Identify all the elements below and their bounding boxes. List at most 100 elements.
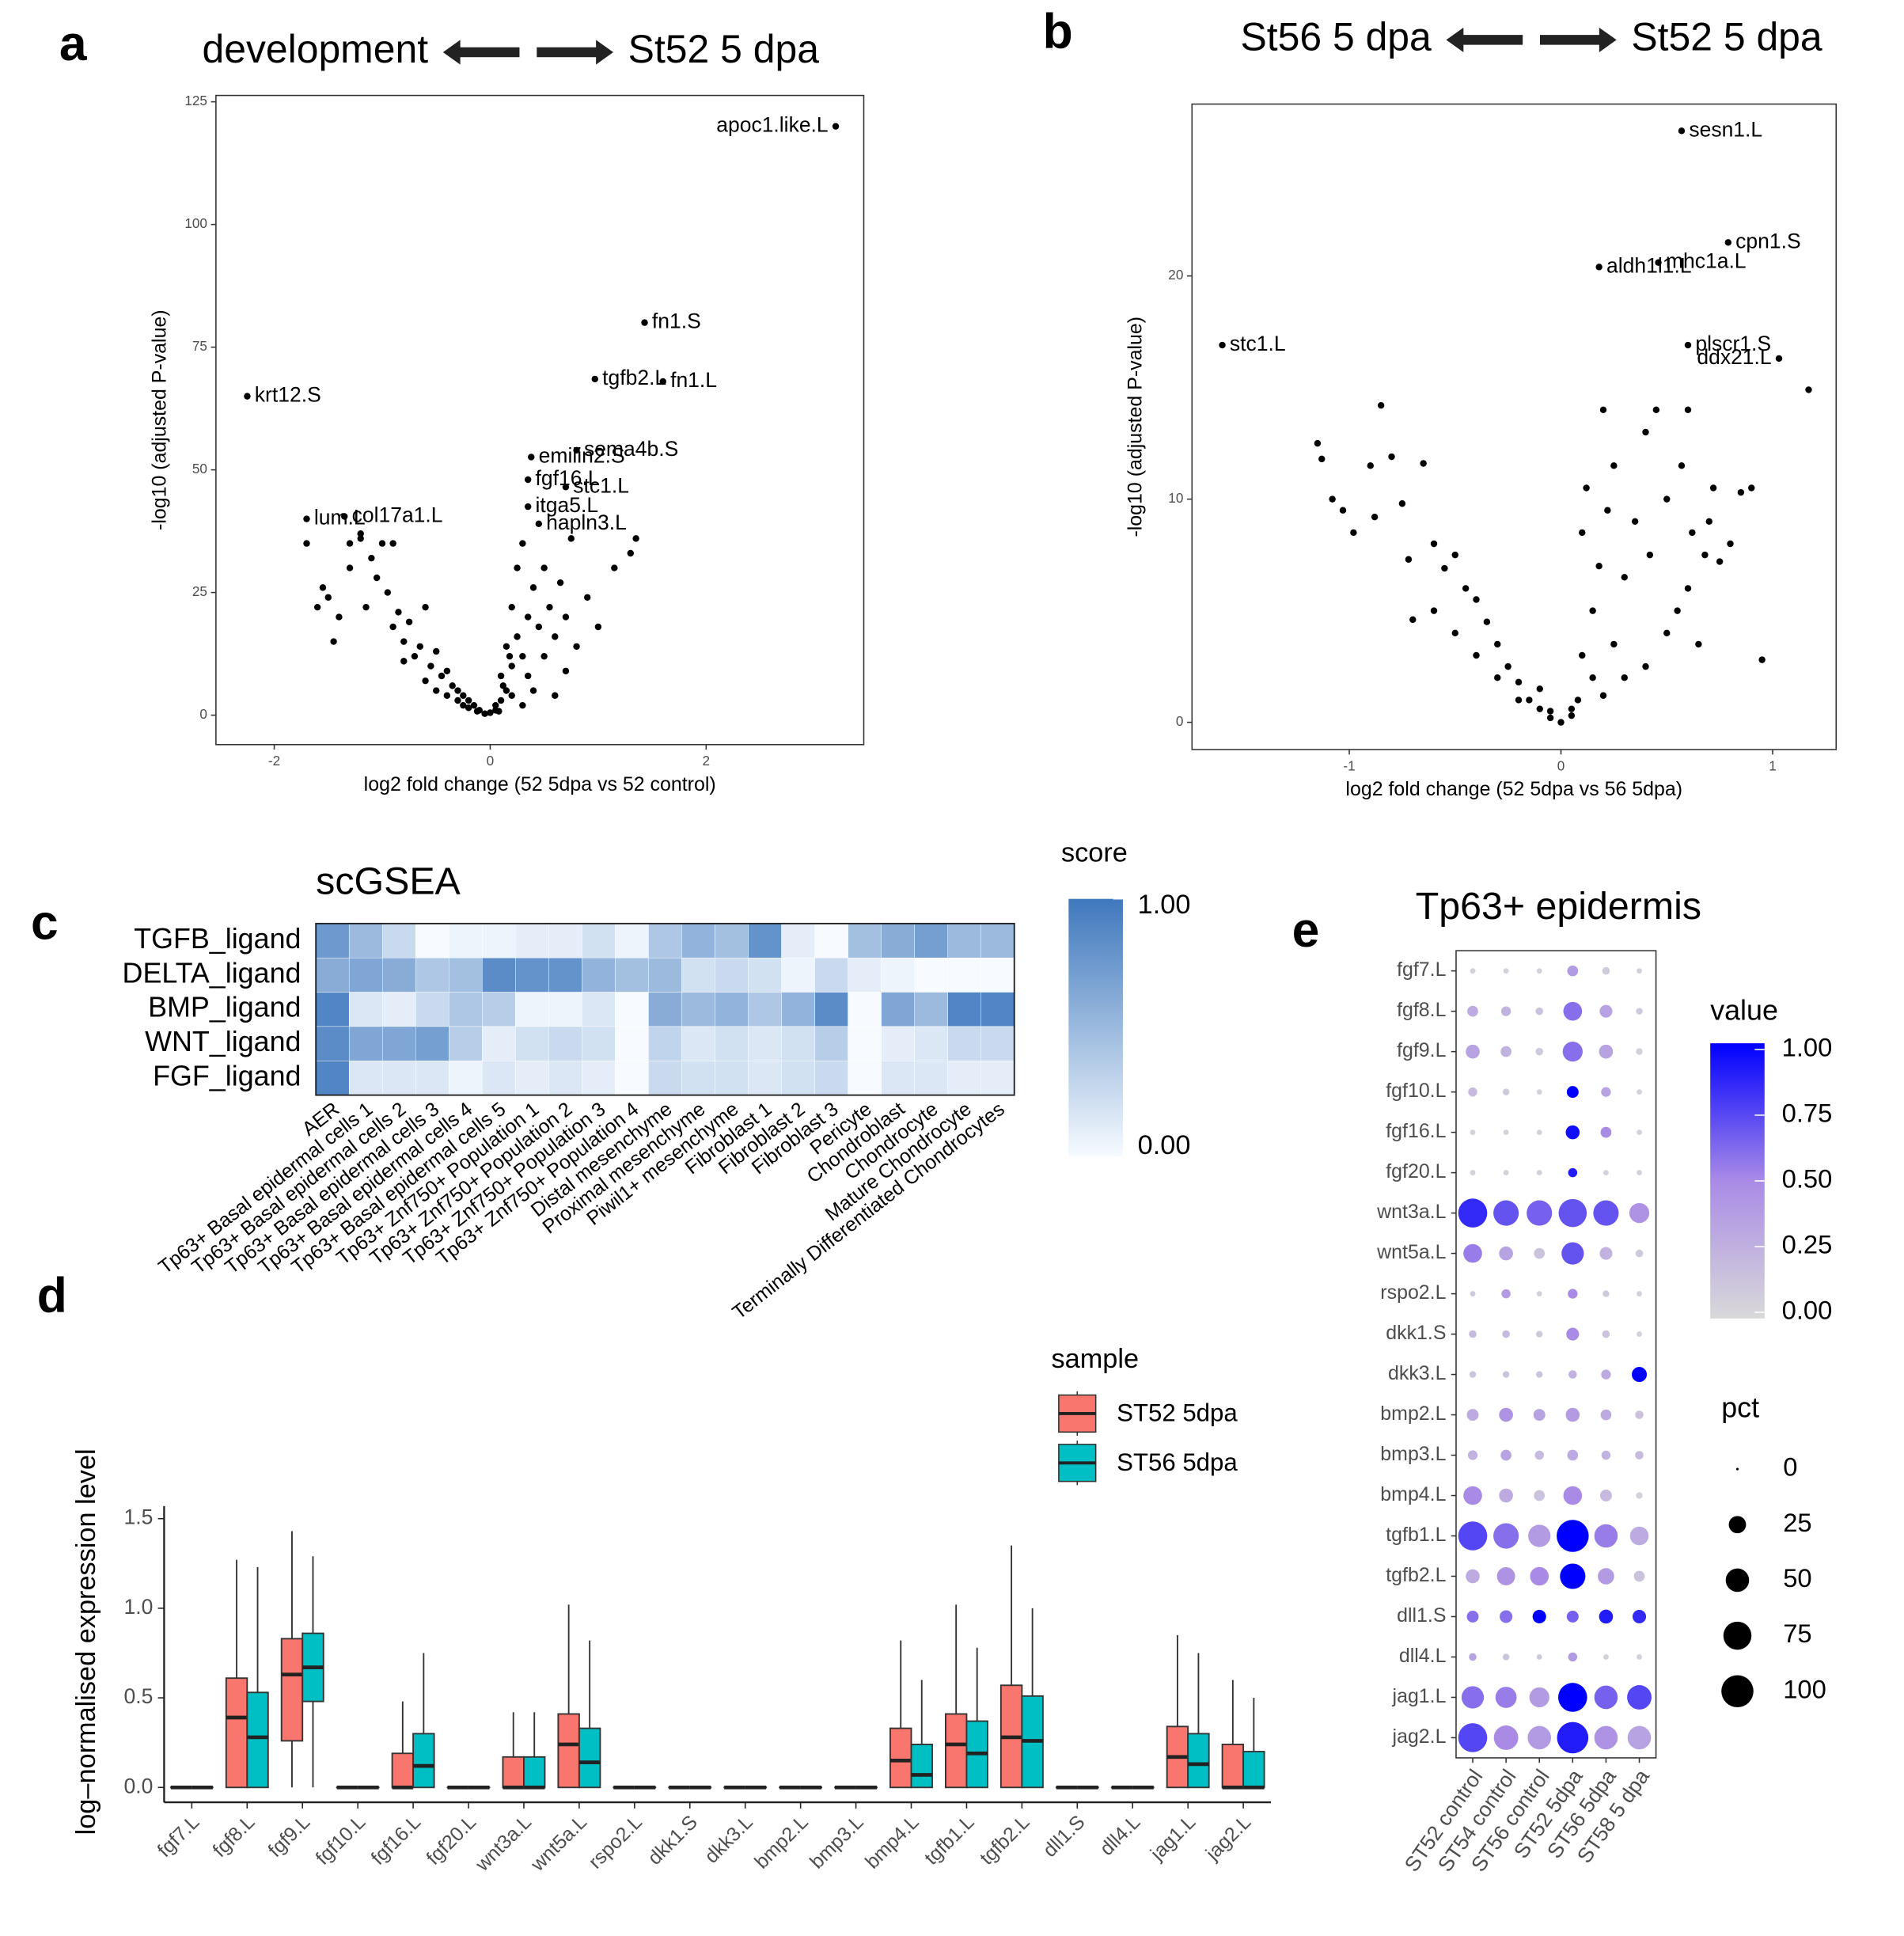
heat-cell: [681, 957, 715, 993]
point: [1557, 719, 1565, 726]
heat-cell: [814, 957, 848, 993]
panel-letter: d: [37, 1268, 67, 1323]
point: [1451, 551, 1458, 559]
dot: [1568, 1167, 1578, 1178]
point: [373, 574, 381, 582]
heat-cell: [582, 1061, 616, 1095]
box: [557, 1713, 580, 1789]
point: [1536, 685, 1543, 693]
header-left: development: [202, 27, 428, 71]
point-label: stc1.L: [1230, 332, 1286, 355]
x-tick-label: jag2.L: [1201, 1811, 1256, 1866]
point: [1610, 462, 1618, 469]
heat-cell: [648, 1061, 682, 1095]
point: [508, 662, 515, 670]
dot: [1503, 1129, 1509, 1136]
dot: [1566, 1611, 1579, 1623]
point-label: fn1.L: [670, 368, 717, 392]
point: [427, 662, 434, 670]
point: [1610, 640, 1618, 648]
point: [540, 564, 548, 571]
point: [524, 503, 532, 511]
dot: [1635, 1410, 1644, 1419]
point: [1579, 529, 1586, 537]
dot: [1466, 1044, 1480, 1059]
dot: [1629, 1526, 1649, 1546]
heat-cell: [315, 923, 350, 959]
point: [1705, 518, 1712, 526]
point: [1494, 640, 1501, 648]
legend-title: value: [1710, 995, 1778, 1027]
point: [362, 603, 370, 611]
dot: [1535, 1047, 1544, 1056]
row-label: jag1.L: [1392, 1685, 1447, 1707]
heat-cell: [681, 1061, 715, 1095]
heat-cell: [681, 1026, 715, 1061]
point: [465, 704, 472, 712]
point: [499, 682, 507, 689]
point-label: lum.L: [314, 506, 366, 530]
dot: [1593, 1200, 1619, 1226]
row-label: BMP_ligand: [148, 992, 301, 1023]
heat-cell: [449, 957, 483, 993]
size-key: [1728, 1516, 1747, 1534]
point: [1377, 401, 1385, 409]
y-tick-label: 75: [192, 338, 207, 354]
chart-title: scGSEA: [316, 860, 461, 903]
point: [319, 584, 327, 591]
dot: [1463, 1486, 1482, 1505]
point: [1599, 406, 1607, 414]
point: [244, 393, 251, 400]
point: [1367, 462, 1374, 469]
heat-cell: [681, 923, 715, 959]
point: [1504, 662, 1511, 670]
point: [454, 687, 461, 694]
x-tick-label: -1: [1343, 757, 1355, 773]
point: [1589, 674, 1596, 681]
point: [1318, 455, 1326, 463]
point: [611, 564, 618, 571]
dot: [1632, 1367, 1648, 1383]
point: [573, 446, 580, 454]
panel-letter: c: [31, 895, 59, 950]
dot: [1466, 1611, 1479, 1623]
row-label: dkk1.S: [1386, 1322, 1446, 1344]
point: [503, 643, 510, 650]
plot-frame: [1191, 103, 1838, 750]
heat-cell: [715, 957, 749, 993]
dot: [1500, 1046, 1511, 1057]
dot: [1470, 1170, 1476, 1176]
point: [481, 710, 488, 717]
point: [1430, 607, 1438, 614]
dot: [1599, 1044, 1614, 1059]
point: [1409, 616, 1417, 624]
y-tick-label: 0: [199, 706, 207, 722]
point: [584, 594, 591, 601]
point: [433, 687, 440, 694]
dot: [1637, 968, 1642, 974]
dot: [1536, 1291, 1542, 1297]
box: [280, 1638, 304, 1742]
point-label: emilin2.S: [539, 443, 625, 467]
heat-cell: [947, 1061, 981, 1095]
row-label: bmp3.L: [1380, 1443, 1446, 1465]
point: [1695, 640, 1702, 648]
box: [889, 1727, 912, 1789]
row-label: wnt5a.L: [1376, 1241, 1446, 1263]
heat-cell: [582, 957, 616, 993]
dot: [1527, 1200, 1553, 1226]
point: [524, 613, 532, 621]
arrow: [442, 40, 520, 65]
point: [1339, 507, 1347, 514]
dot: [1536, 1129, 1542, 1136]
point: [303, 540, 310, 547]
point: [389, 623, 396, 631]
point: [368, 554, 375, 562]
point: [330, 638, 337, 645]
heat-cell: [715, 923, 749, 959]
heat-cell: [382, 1026, 416, 1061]
point: [1462, 585, 1470, 592]
heat-cell: [648, 992, 682, 1027]
dot: [1470, 1129, 1476, 1136]
heat-cell: [748, 992, 782, 1027]
